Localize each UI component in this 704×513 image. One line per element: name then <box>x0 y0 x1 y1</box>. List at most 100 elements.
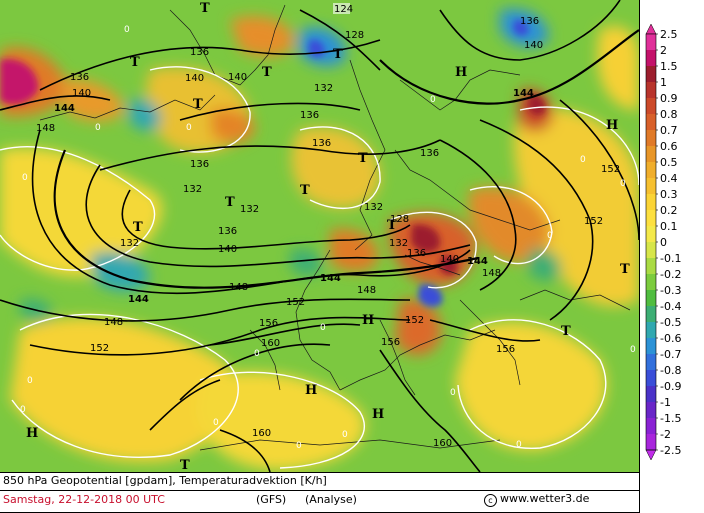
colorbar-swatch <box>646 82 656 99</box>
contour-label-156b: 156 <box>381 337 400 348</box>
credit-link[interactable]: c www.wetter3.de <box>484 492 589 507</box>
contour-label-152d: 152 <box>584 216 603 227</box>
low-marker: T <box>180 458 190 472</box>
low-marker: T <box>133 220 143 235</box>
colorbar-tick-label: -0.5 <box>660 316 681 329</box>
colorbar-swatch <box>646 370 656 387</box>
colorbar-swatch <box>646 306 656 323</box>
colorbar-swatch <box>646 354 656 371</box>
contour-label-140f: 140 <box>524 40 543 51</box>
contour-label-132: 132 <box>183 184 202 195</box>
colorbar-tick-label: -2 <box>660 428 671 441</box>
colorbar-swatch <box>646 226 656 243</box>
zero-marker: 0 <box>516 440 522 450</box>
low-marker: T <box>193 97 203 112</box>
colorbar-tick-label: 0.5 <box>660 156 678 169</box>
contour-label-160b: 160 <box>252 428 271 439</box>
advection-field <box>0 9 639 470</box>
contour-label-136c: 136 <box>218 226 237 237</box>
colorbar-tick-label: -0.3 <box>660 284 681 297</box>
colorbar-tick-label: -0.2 <box>660 268 681 281</box>
map-title: 850 hPa Geopotential [gpdam], Temperatur… <box>3 474 327 487</box>
high-marker: H <box>26 426 38 441</box>
colorbar-swatch <box>646 194 656 211</box>
contour-label-160: 160 <box>261 338 280 349</box>
colorbar-tick-label: 0 <box>660 236 667 249</box>
contour-label-124: 124 <box>334 4 353 15</box>
colorbar-tick-label: 0.8 <box>660 108 678 121</box>
credit-text: www.wetter3.de <box>500 492 590 505</box>
advection-extremes <box>0 19 546 307</box>
colorbar-swatch <box>646 322 656 339</box>
contour-label-144d: 144 <box>467 256 488 267</box>
zero-marker: 0 <box>620 179 626 189</box>
low-marker: T <box>225 195 235 210</box>
contour-label-132d: 132 <box>314 83 333 94</box>
zero-marker: 0 <box>450 388 456 398</box>
contour-label-148d: 148 <box>357 285 376 296</box>
colorbar-tick-label: 0.1 <box>660 220 678 233</box>
low-marker: T <box>300 183 310 198</box>
colorbar-tick-label: 2.5 <box>660 28 678 41</box>
colorbar-swatch <box>646 66 656 83</box>
contour-label-132f: 132 <box>389 238 408 249</box>
zero-marker: 0 <box>630 345 636 355</box>
contour-label-140e: 140 <box>440 254 459 265</box>
zero-markers: 0 0 0 0 0 0 0 0 0 0 0 0 0 0 0 0 0 0 <box>20 25 636 451</box>
zero-marker: 0 <box>296 441 302 451</box>
contour-label-160c: 160 <box>433 438 452 449</box>
contour-label-136h: 136 <box>520 16 539 27</box>
colorbar-swatch <box>646 130 656 147</box>
zero-marker: 0 <box>20 405 26 415</box>
contour-label-136i: 136 <box>70 72 89 83</box>
zero-marker: 0 <box>95 123 101 133</box>
colorbar-tick-label: 0.6 <box>660 140 678 153</box>
colorbar-swatch <box>646 418 656 435</box>
colorbar-bottom-arrow <box>645 449 657 461</box>
contour-label-136e: 136 <box>312 138 331 149</box>
contour-label-136b: 136 <box>190 159 209 170</box>
weather-map: 124 128 128 132 132 132 132 132 132 136 … <box>0 0 640 473</box>
colorbar-swatch <box>646 434 656 451</box>
colorbar-swatch <box>646 146 656 163</box>
contour-label-136d: 136 <box>300 110 319 121</box>
low-marker: T <box>200 1 210 16</box>
contour-label-140c: 140 <box>228 72 247 83</box>
zero-marker: 0 <box>186 123 192 133</box>
zero-marker: 0 <box>254 349 260 359</box>
map-canvas: 124 128 128 132 132 132 132 132 132 136 … <box>0 0 639 472</box>
colorbar-tick-label: -0.7 <box>660 348 681 361</box>
zero-marker: 0 <box>27 376 33 386</box>
contour-label-152b: 152 <box>286 297 305 308</box>
pressure-centers: T T T T T T T T T T T T H H T H H H H <box>26 1 630 472</box>
colorbar-swatch <box>646 258 656 275</box>
colorbar-tick-label: 0.4 <box>660 172 678 185</box>
high-marker: H <box>455 65 467 80</box>
colorbar-swatch <box>646 178 656 195</box>
contour-labels: 124 128 128 132 132 132 132 132 132 136 … <box>36 3 620 449</box>
contour-label-152c: 152 <box>405 315 424 326</box>
colorbar-swatch <box>646 114 656 131</box>
colorbar-legend: 2.5 2 1.5 1 0.9 0.8 0.7 0.6 0.5 0.4 0.3 0.2 0.1 0 -0.1… <box>642 23 704 464</box>
colorbar-top-arrow <box>645 23 657 35</box>
zero-marker: 0 <box>320 323 326 333</box>
low-marker: T <box>387 218 397 233</box>
contour-label-152: 152 <box>90 343 109 354</box>
colorbar-tick-label: 1 <box>660 76 667 89</box>
contour-label-144: 144 <box>54 103 75 114</box>
colorbar-tick-label: 2 <box>660 44 667 57</box>
coastlines <box>39 4 631 451</box>
colorbar-tick-label: -0.9 <box>660 380 681 393</box>
low-marker: T <box>262 65 272 80</box>
colorbar-svg: 2.5 2 1.5 1 0.9 0.8 0.7 0.6 0.5 0.4 0.3 0.2 0.1 0 -0.1… <box>645 23 681 461</box>
contour-label-140b: 140 <box>185 73 204 84</box>
colorbar-tick-label: -0.6 <box>660 332 681 345</box>
contour-label-148e: 148 <box>482 268 501 279</box>
contour-label-128b: 128 <box>390 214 409 225</box>
colorbar-swatch <box>646 402 656 419</box>
contour-label-128: 128 <box>345 30 364 41</box>
colorbar-tick-label: 1.5 <box>660 60 678 73</box>
contour-label-132b: 132 <box>240 204 259 215</box>
zero-marker: 0 <box>580 155 586 165</box>
colorbar-tick-label: -0.8 <box>660 364 681 377</box>
